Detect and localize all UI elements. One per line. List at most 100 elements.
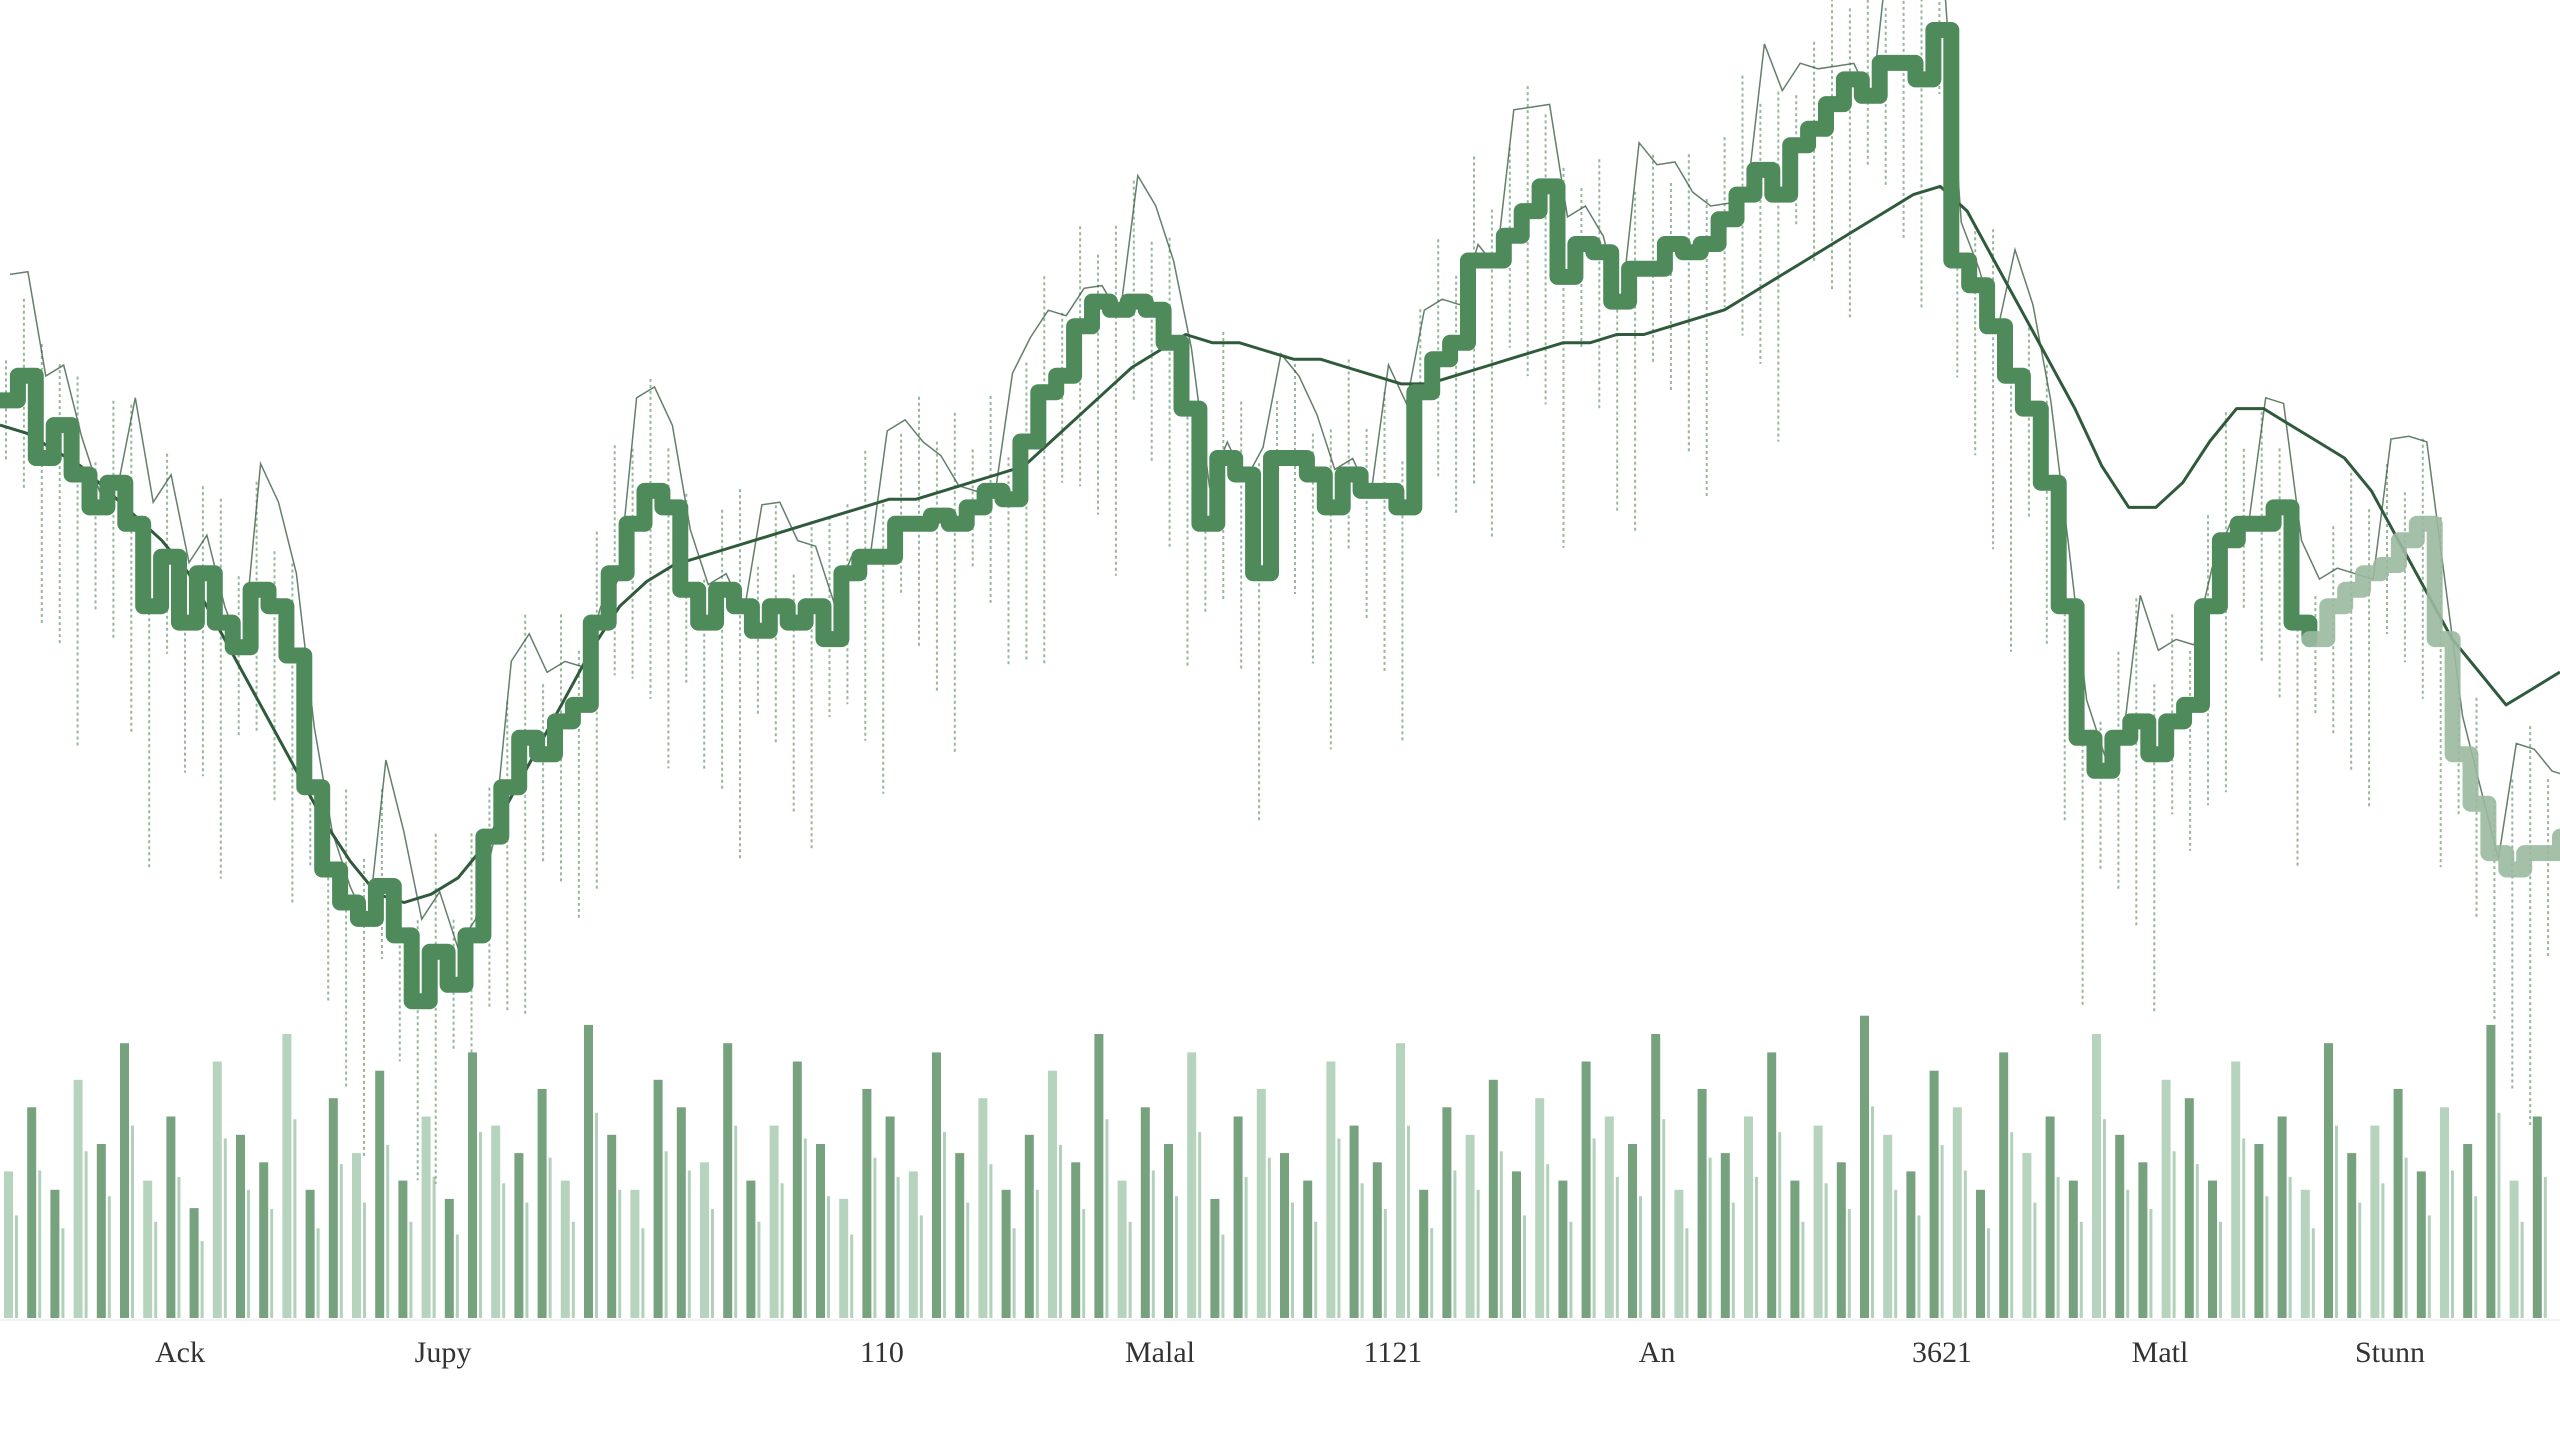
volume-tick <box>502 1183 506 1318</box>
volume-tick <box>1917 1215 1921 1318</box>
volume-bar <box>282 1034 292 1318</box>
volume-bar <box>1349 1125 1359 1318</box>
volume-tick <box>1569 1221 1573 1318</box>
volume-tick <box>1963 1170 1967 1318</box>
volume-bar <box>491 1125 501 1318</box>
volume-bar <box>1442 1107 1452 1318</box>
volume-bar <box>2231 1061 2241 1318</box>
volume-bar <box>1233 1116 1243 1318</box>
volume-bar <box>2347 1153 2357 1318</box>
volume-bar <box>212 1061 222 1318</box>
volume-tick <box>2149 1209 2153 1318</box>
volume-tick <box>316 1228 320 1318</box>
volume-tick <box>571 1221 575 1318</box>
volume-tick <box>1801 1221 1805 1318</box>
volume-bar <box>723 1043 733 1318</box>
volume-tick <box>1291 1202 1294 1318</box>
volume-tick <box>1151 1170 1155 1318</box>
volume-tick <box>966 1202 970 1318</box>
volume-tick <box>2381 1183 2385 1318</box>
volume-bar <box>932 1052 941 1318</box>
volume-tick <box>757 1221 761 1318</box>
volume-tick <box>131 1125 134 1318</box>
volume-tick <box>2451 1170 2454 1318</box>
volume-bar <box>955 1153 965 1318</box>
volume-tick <box>84 1151 88 1318</box>
volume-bar <box>2532 1116 2542 1318</box>
volume-bar <box>1140 1107 1150 1318</box>
volume-bar <box>1697 1089 1707 1318</box>
volume-tick <box>827 1196 830 1318</box>
volume-bar <box>2440 1107 2449 1318</box>
noise-line <box>9 0 2560 949</box>
volume-bar <box>1488 1079 1498 1318</box>
volume-tick <box>1685 1228 1689 1318</box>
volume-tick <box>1175 1196 1178 1318</box>
volume-tick <box>2497 1112 2501 1318</box>
volume-tick <box>1128 1221 1132 1318</box>
volume-bar <box>1210 1198 1220 1318</box>
volume-tick <box>989 1164 993 1318</box>
volume-tick <box>548 1157 552 1318</box>
volume-tick <box>1940 1144 1944 1318</box>
volume-bar <box>607 1134 617 1318</box>
volume-bar <box>2277 1116 2287 1318</box>
volume-bar <box>2486 1024 2496 1318</box>
volume-tick <box>1105 1119 1109 1318</box>
volume-tick <box>2103 1119 2106 1318</box>
price-line <box>0 22 2318 1010</box>
volume-bar <box>978 1098 988 1318</box>
volume-tick <box>2335 1125 2338 1318</box>
volume-tick <box>1894 1189 1898 1318</box>
volume-bar <box>792 1061 802 1318</box>
volume-bars <box>4 1015 2547 1318</box>
volume-tick <box>2358 1202 2362 1318</box>
volume-bar <box>259 1162 269 1318</box>
volume-bar <box>816 1144 825 1318</box>
volume-bar <box>1164 1144 1173 1318</box>
volume-bar <box>514 1153 524 1318</box>
volume-tick <box>409 1221 413 1318</box>
volume-tick <box>61 1228 65 1318</box>
volume-bar <box>839 1198 849 1318</box>
volume-tick <box>2079 1221 2083 1318</box>
volume-tick <box>1453 1170 1457 1318</box>
volume-bar <box>862 1089 872 1318</box>
volume-tick <box>1987 1228 1990 1318</box>
volume-tick <box>15 1215 18 1318</box>
volume-bar <box>120 1043 129 1318</box>
volume-tick <box>919 1215 923 1318</box>
volume-tick <box>247 1189 250 1318</box>
volume-tick <box>154 1221 158 1318</box>
volume-bar <box>653 1079 663 1318</box>
volume-bar <box>630 1189 640 1318</box>
volume-tick <box>2288 1176 2292 1318</box>
volume-bar <box>421 1116 431 1318</box>
volume-bar <box>1604 1116 1614 1318</box>
volume-bar <box>1883 1134 1893 1318</box>
volume-bar <box>1535 1098 1545 1318</box>
volume-bar <box>584 1024 593 1318</box>
volume-tick <box>1198 1132 1202 1318</box>
volume-bar <box>1326 1061 1336 1318</box>
volume-bar <box>236 1134 245 1318</box>
volume-tick <box>618 1189 622 1318</box>
x-tick-label: 1121 <box>1364 1336 1423 1369</box>
volume-tick <box>1244 1176 1248 1318</box>
volume-tick <box>1523 1215 1526 1318</box>
volume-tick <box>873 1157 877 1318</box>
volume-tick <box>432 1176 436 1318</box>
volume-tick <box>2265 1196 2269 1318</box>
volume-tick <box>1755 1176 1758 1318</box>
volume-tick <box>2172 1151 2176 1318</box>
volume-bar <box>1813 1125 1823 1318</box>
volume-bar <box>1581 1061 1591 1318</box>
volume-bar <box>73 1079 83 1318</box>
volume-bar <box>4 1171 13 1318</box>
volume-tick <box>293 1119 297 1318</box>
x-tick-label: An <box>1639 1336 1676 1369</box>
volume-bar <box>375 1070 385 1318</box>
volume-tick <box>525 1202 529 1318</box>
volume-tick <box>2474 1196 2478 1318</box>
volume-tick <box>780 1183 784 1318</box>
